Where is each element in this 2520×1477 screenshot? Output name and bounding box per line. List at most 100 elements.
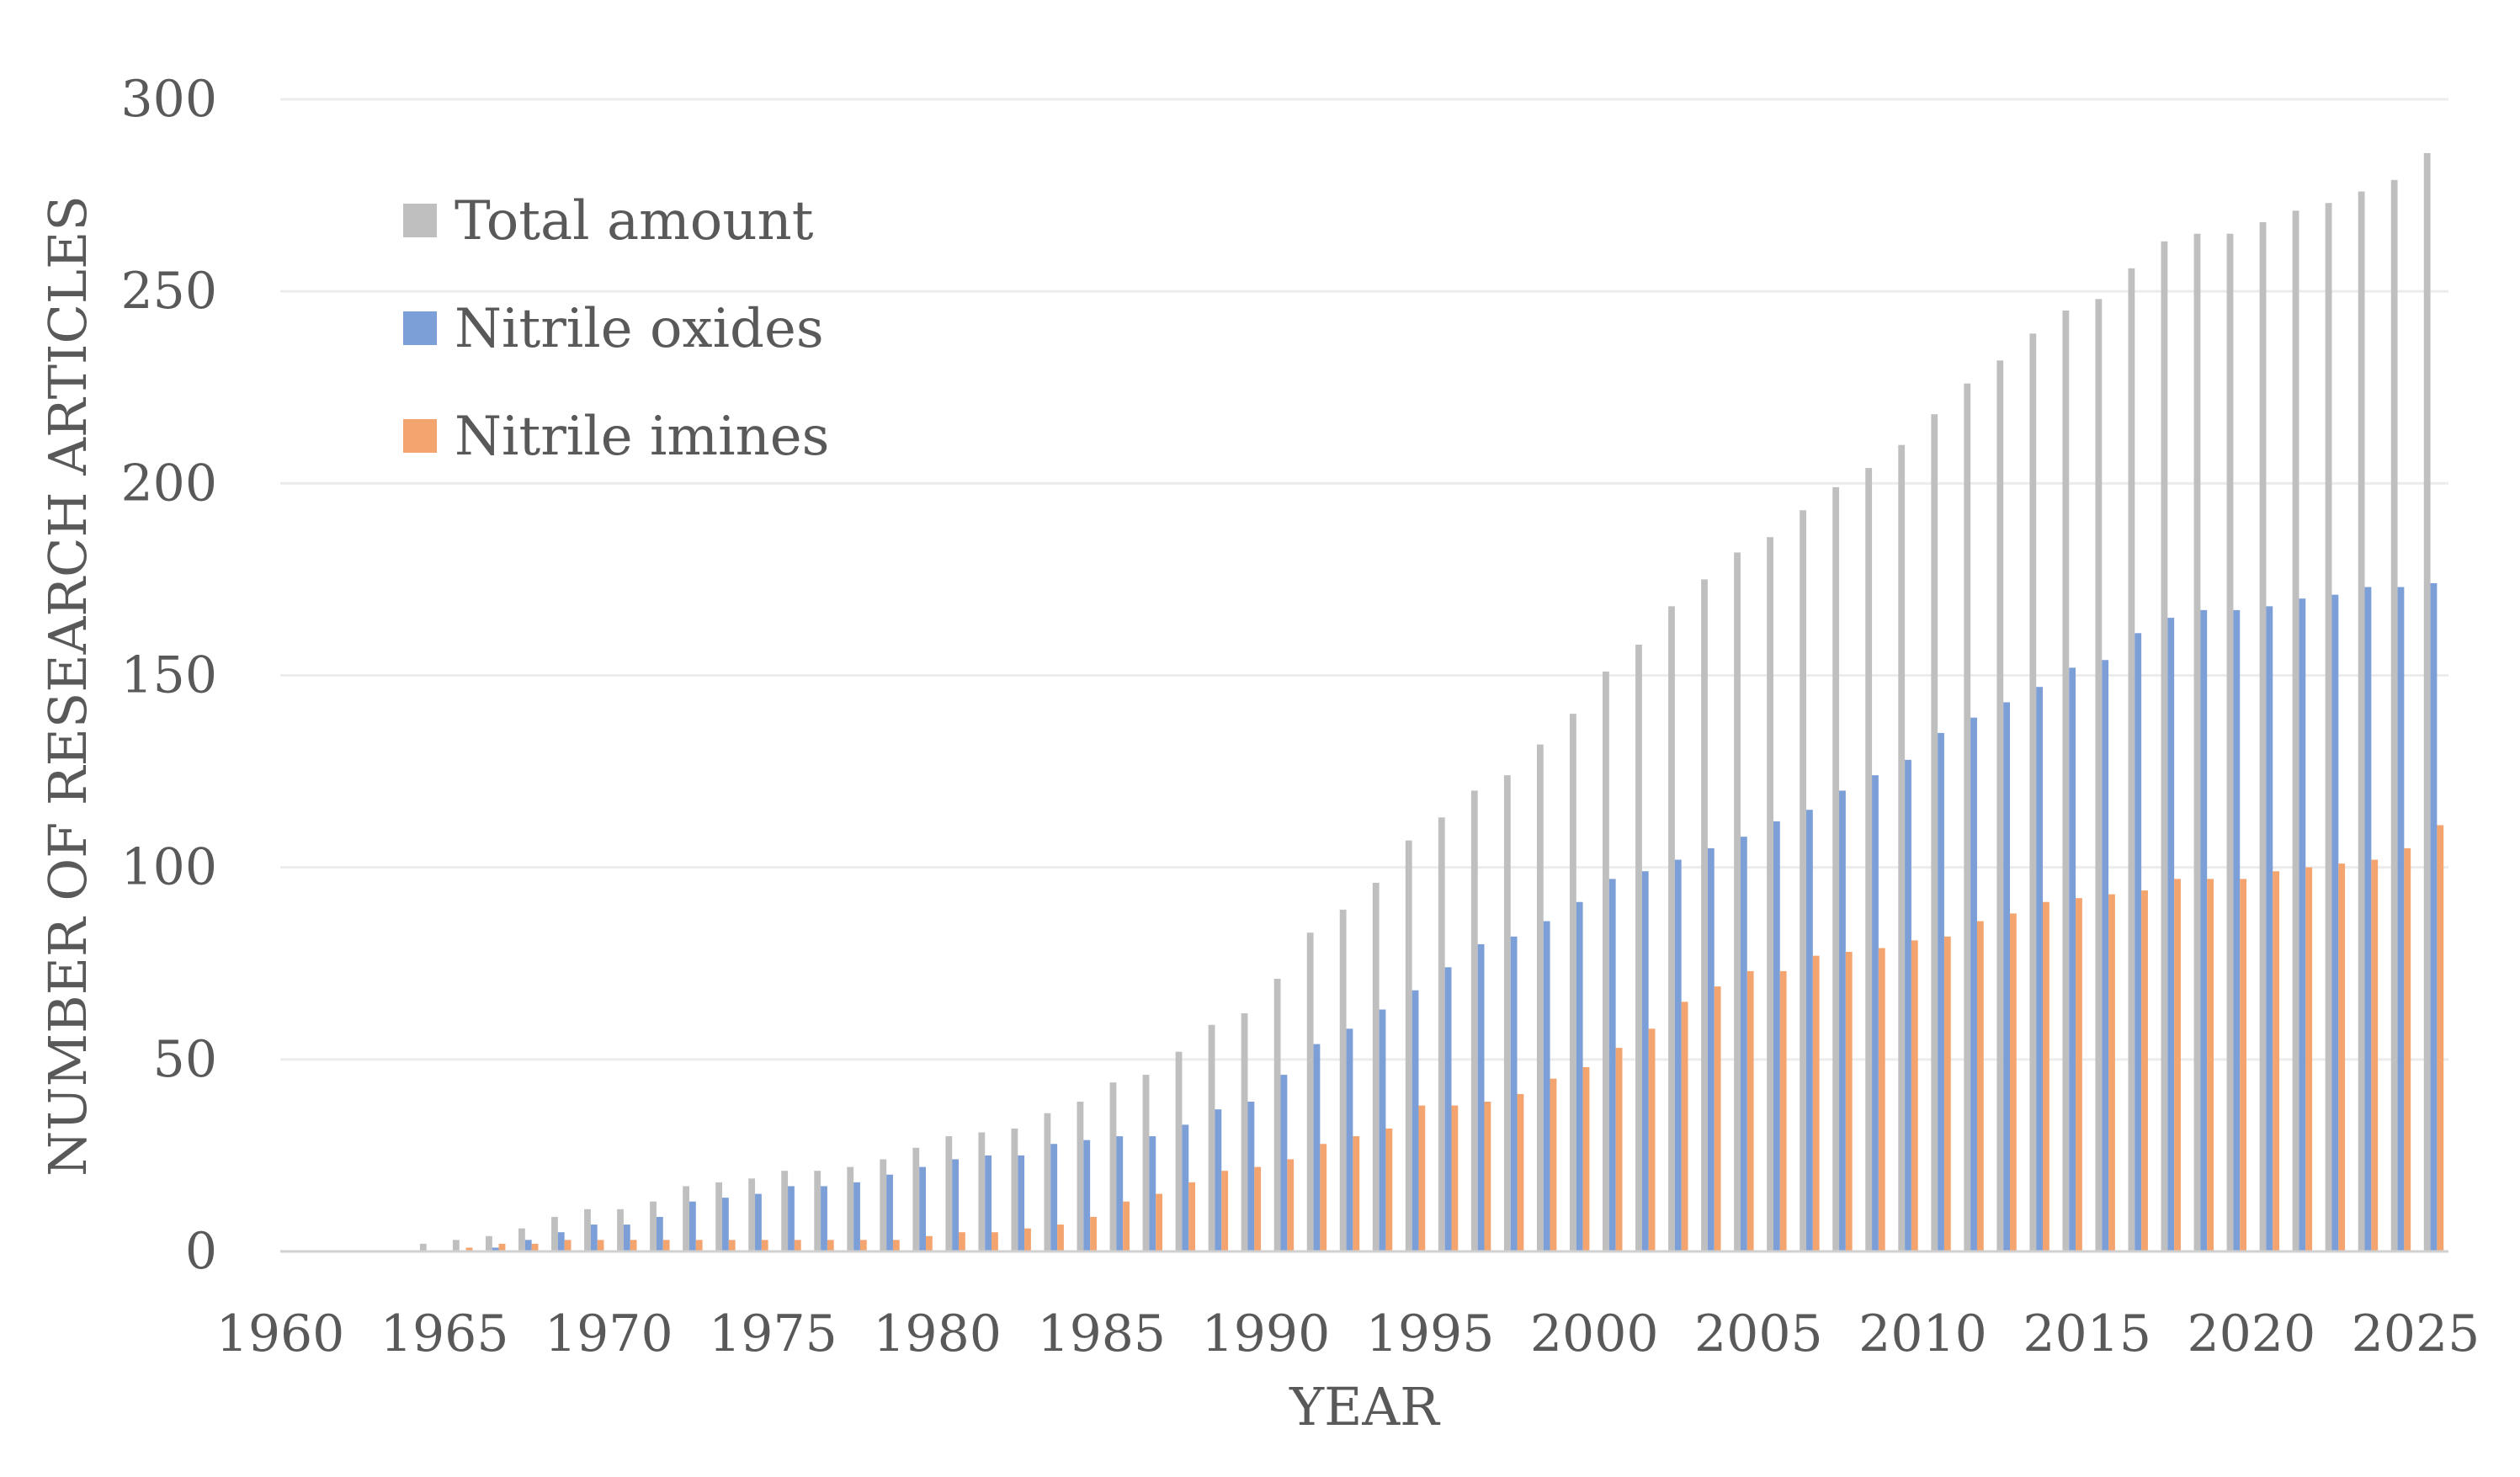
bar-nitrile-oxides-2011 bbox=[1970, 717, 1977, 1251]
bar-nitrile-oxides-1996 bbox=[1477, 943, 1485, 1251]
bar-nitrile-oxides-1973 bbox=[722, 1198, 729, 1251]
bar-nitrile-imines-1970 bbox=[630, 1240, 637, 1251]
bar-nitrile-oxides-2008 bbox=[1872, 775, 1879, 1251]
bar-nitrile-imines-1991 bbox=[1320, 1144, 1327, 1251]
x-tick-label-2025: 2025 bbox=[2352, 1304, 2480, 1363]
bar-total-amount-2009 bbox=[1898, 444, 1906, 1251]
bar-nitrile-imines-1994 bbox=[1418, 1105, 1426, 1251]
bar-nitrile-oxides-1966 bbox=[492, 1247, 499, 1251]
bar-nitrile-oxides-1997 bbox=[1510, 936, 1518, 1251]
bar-nitrile-oxides-2022 bbox=[2331, 594, 2339, 1251]
bar-total-amount-2008 bbox=[1865, 468, 1873, 1251]
bar-nitrile-oxides-1970 bbox=[623, 1225, 630, 1251]
bar-total-amount-1966 bbox=[485, 1235, 492, 1251]
x-tick-label-1990: 1990 bbox=[1202, 1304, 1331, 1363]
bar-nitrile-imines-1974 bbox=[761, 1240, 768, 1251]
bar-total-amount-2006 bbox=[1800, 510, 1807, 1251]
bar-nitrile-imines-1975 bbox=[794, 1240, 801, 1251]
x-tick-label-1975: 1975 bbox=[709, 1304, 837, 1363]
bar-nitrile-oxides-1993 bbox=[1379, 1009, 1386, 1251]
bar-nitrile-oxides-1977 bbox=[853, 1182, 860, 1251]
bar-total-amount-1988 bbox=[1208, 1024, 1215, 1251]
bar-nitrile-imines-2016 bbox=[2141, 890, 2148, 1251]
bar-nitrile-imines-1972 bbox=[695, 1240, 703, 1251]
bar-total-amount-2000 bbox=[1603, 671, 1609, 1251]
legend-label-nitrile-imines: Nitrile imines bbox=[455, 406, 830, 468]
bar-total-amount-2005 bbox=[1767, 537, 1773, 1251]
bar-total-amount-2022 bbox=[2325, 203, 2332, 1252]
bar-nitrile-oxides-1998 bbox=[1543, 921, 1550, 1251]
bar-nitrile-oxides-2025 bbox=[2430, 582, 2438, 1251]
bar-total-amount-1989 bbox=[1241, 1013, 1248, 1251]
bar-nitrile-imines-1979 bbox=[925, 1235, 933, 1251]
bar-nitrile-imines-2017 bbox=[2174, 879, 2181, 1251]
bar-total-amount-1975 bbox=[781, 1171, 789, 1251]
bar-nitrile-imines-1999 bbox=[1582, 1066, 1590, 1251]
bar-nitrile-imines-2008 bbox=[1878, 948, 1885, 1251]
bar-total-amount-1986 bbox=[1142, 1075, 1150, 1251]
bar-nitrile-imines-1989 bbox=[1254, 1166, 1262, 1251]
x-tick-label-2020: 2020 bbox=[2187, 1304, 2315, 1363]
bar-nitrile-oxides-2001 bbox=[1641, 871, 1649, 1251]
bar-total-amount-2017 bbox=[2161, 241, 2168, 1252]
bar-nitrile-imines-1990 bbox=[1287, 1159, 1295, 1251]
bar-nitrile-imines-2015 bbox=[2108, 894, 2115, 1251]
bar-nitrile-imines-1986 bbox=[1156, 1193, 1163, 1251]
x-tick-labels: 1960 1965 1970 1975 1980 1985 1990 1995 2000 2005… bbox=[216, 1304, 2480, 1363]
bar-total-amount-1969 bbox=[584, 1209, 591, 1251]
bar-total-amount-1977 bbox=[847, 1166, 854, 1251]
bar-nitrile-imines-2019 bbox=[2240, 879, 2247, 1251]
bar-nitrile-oxides-1980 bbox=[952, 1159, 960, 1251]
x-tick-label-1960: 1960 bbox=[216, 1304, 345, 1363]
bar-nitrile-imines-1985 bbox=[1123, 1201, 1130, 1251]
bar-total-amount-1968 bbox=[551, 1216, 558, 1251]
bar-nitrile-oxides-1967 bbox=[524, 1240, 532, 1251]
bar-total-amount-2015 bbox=[2095, 299, 2103, 1251]
bar-total-amount-2025 bbox=[2423, 152, 2431, 1251]
bar-nitrile-imines-2022 bbox=[2338, 863, 2346, 1251]
bar-nitrile-oxides-1991 bbox=[1313, 1044, 1321, 1251]
bar-nitrile-oxides-2009 bbox=[1905, 759, 1911, 1251]
bar-nitrile-imines-1998 bbox=[1550, 1078, 1557, 1251]
bar-nitrile-oxides-1995 bbox=[1444, 967, 1452, 1251]
bar-nitrile-oxides-1974 bbox=[755, 1193, 762, 1251]
bar-total-amount-2002 bbox=[1668, 606, 1675, 1251]
legend: Total amount Nitrile oxides Nitrile imin… bbox=[403, 190, 830, 468]
x-tick-label-2015: 2015 bbox=[2023, 1304, 2151, 1363]
legend-label-nitrile-oxides: Nitrile oxides bbox=[455, 298, 824, 360]
y-tick-label-200: 200 bbox=[120, 454, 217, 513]
bar-nitrile-imines-2001 bbox=[1648, 1028, 1656, 1251]
y-tick-labels: 0 50 100 150 200 250 300 bbox=[120, 70, 217, 1281]
bar-nitrile-oxides-2024 bbox=[2397, 587, 2405, 1251]
y-axis-title: NUMBER OF RESEARCH ARTICLES bbox=[37, 195, 98, 1177]
bar-nitrile-oxides-2002 bbox=[1674, 859, 1682, 1251]
bar-nitrile-oxides-2010 bbox=[1938, 732, 1944, 1251]
bar-nitrile-oxides-1985 bbox=[1116, 1136, 1124, 1251]
bar-nitrile-imines-2000 bbox=[1615, 1048, 1623, 1251]
bar-nitrile-imines-1977 bbox=[859, 1240, 867, 1251]
bar-total-amount-1978 bbox=[880, 1159, 887, 1251]
bar-nitrile-imines-2011 bbox=[1976, 921, 1984, 1251]
bar-nitrile-oxides-1975 bbox=[788, 1186, 795, 1251]
bar-nitrile-oxides-1989 bbox=[1247, 1102, 1255, 1251]
bar-nitrile-oxides-1990 bbox=[1280, 1075, 1288, 1251]
bar-total-amount-1997 bbox=[1503, 775, 1511, 1251]
bar-total-amount-2007 bbox=[1832, 486, 1840, 1251]
bar-total-amount-1992 bbox=[1339, 909, 1347, 1251]
bar-nitrile-oxides-2007 bbox=[1839, 790, 1846, 1251]
bar-total-amount-2018 bbox=[2193, 233, 2201, 1252]
y-tick-label-100: 100 bbox=[120, 838, 217, 897]
bar-nitrile-oxides-1986 bbox=[1149, 1136, 1156, 1251]
bar-nitrile-imines-1995 bbox=[1451, 1105, 1459, 1251]
bar-nitrile-imines-2002 bbox=[1681, 1001, 1688, 1251]
bar-nitrile-imines-2024 bbox=[2404, 847, 2411, 1251]
bar-total-amount-2001 bbox=[1635, 644, 1642, 1251]
bar-nitrile-oxides-1982 bbox=[1018, 1155, 1025, 1251]
bar-nitrile-oxides-1992 bbox=[1346, 1028, 1353, 1251]
bar-nitrile-imines-1978 bbox=[892, 1240, 900, 1251]
x-tick-label-1985: 1985 bbox=[1037, 1304, 1166, 1363]
bar-total-amount-1971 bbox=[650, 1201, 657, 1251]
y-tick-label-0: 0 bbox=[185, 1222, 217, 1281]
bar-total-amount-1995 bbox=[1438, 817, 1445, 1251]
